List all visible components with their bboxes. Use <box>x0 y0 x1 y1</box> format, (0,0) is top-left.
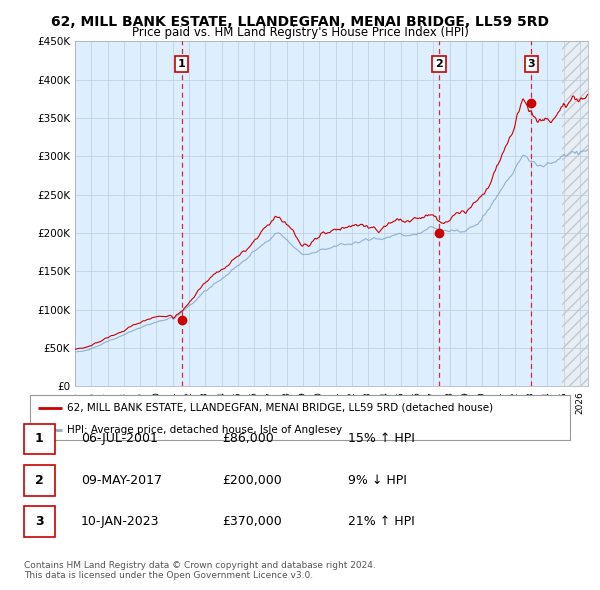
Text: 2: 2 <box>35 474 43 487</box>
Bar <box>562 41 588 386</box>
Text: 1: 1 <box>178 59 185 68</box>
Text: HPI: Average price, detached house, Isle of Anglesey: HPI: Average price, detached house, Isle… <box>67 425 342 435</box>
Text: 9% ↓ HPI: 9% ↓ HPI <box>348 474 407 487</box>
Text: 1: 1 <box>35 432 43 445</box>
Text: 2: 2 <box>435 59 443 68</box>
Text: This data is licensed under the Open Government Licence v3.0.: This data is licensed under the Open Gov… <box>24 571 313 580</box>
Text: 21% ↑ HPI: 21% ↑ HPI <box>348 515 415 528</box>
Text: 10-JAN-2023: 10-JAN-2023 <box>81 515 160 528</box>
Text: £200,000: £200,000 <box>222 474 282 487</box>
Text: Price paid vs. HM Land Registry's House Price Index (HPI): Price paid vs. HM Land Registry's House … <box>131 26 469 39</box>
Text: 62, MILL BANK ESTATE, LLANDEGFAN, MENAI BRIDGE, LL59 5RD (detached house): 62, MILL BANK ESTATE, LLANDEGFAN, MENAI … <box>67 403 493 412</box>
Text: 3: 3 <box>527 59 535 68</box>
Text: 06-JUL-2001: 06-JUL-2001 <box>81 432 158 445</box>
Bar <box>562 41 588 386</box>
Text: Contains HM Land Registry data © Crown copyright and database right 2024.: Contains HM Land Registry data © Crown c… <box>24 560 376 569</box>
Text: 62, MILL BANK ESTATE, LLANDEGFAN, MENAI BRIDGE, LL59 5RD: 62, MILL BANK ESTATE, LLANDEGFAN, MENAI … <box>51 15 549 29</box>
Text: 3: 3 <box>35 515 43 528</box>
Text: £370,000: £370,000 <box>222 515 282 528</box>
Text: £86,000: £86,000 <box>222 432 274 445</box>
Text: 15% ↑ HPI: 15% ↑ HPI <box>348 432 415 445</box>
Text: 09-MAY-2017: 09-MAY-2017 <box>81 474 162 487</box>
